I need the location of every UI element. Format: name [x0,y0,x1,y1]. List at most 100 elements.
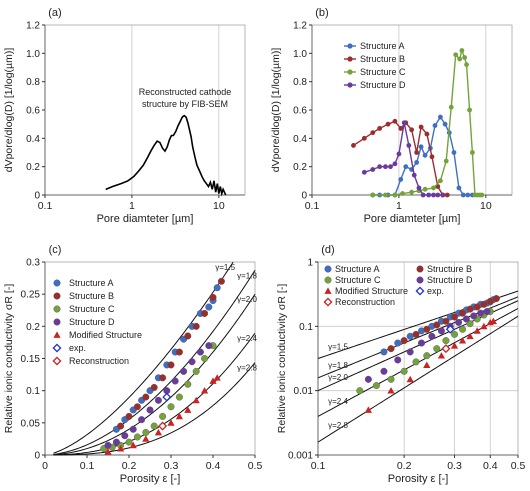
data-point [431,192,436,198]
gamma-curve [53,261,234,454]
data-point [396,151,402,157]
data-point [361,169,367,175]
data-point [457,56,463,62]
y-tick-label: 0.8 [293,77,307,88]
legend-label: Reconstruction [69,356,129,366]
x-axis-label: Pore diamteter [µm] [97,213,194,225]
chart-panel-3: 0.1 0.2 0.3 0.4 0.5 0.001 0.01 0.1 1 (d) Porosity … [276,244,525,485]
data-point [441,344,451,354]
data-point [188,358,196,366]
data-point [455,318,463,326]
legend-marker [52,343,62,353]
data-point [451,330,459,338]
data-point [414,160,420,165]
data-point [459,325,467,333]
panel-label: (d) [321,244,334,256]
data-point [205,303,213,311]
x-tick-label: 0.1 [38,200,53,212]
data-point [117,444,125,452]
gamma-label: γ=2.8 [328,421,348,430]
x-axis-label: Porosity ε [-] [388,473,449,485]
legend-marker [347,43,353,49]
legend-label: Structure C [69,304,115,314]
gamma-label: γ=1.5 [328,343,348,352]
data-point [175,348,183,356]
data-point [387,345,395,353]
data-point [383,192,388,198]
data-point [414,150,420,155]
gamma-curve [53,332,256,456]
legend-label: exp. [69,343,86,353]
y-axis-label: dVpore/dlog(D) [1/log(µm)] [270,48,282,173]
legend-marker [347,82,353,88]
data-point [133,403,141,411]
gamma-curve [53,269,256,455]
data-point [418,144,424,150]
data-point [431,185,436,191]
data-point [351,143,356,148]
series-line [372,48,482,196]
data-point [142,435,150,442]
data-point [429,154,435,160]
data-point [406,375,414,383]
data-point [466,332,474,340]
x-tick-label: 0.2 [397,460,412,472]
data-point [453,52,459,58]
data-point [104,441,112,449]
legend-marker [53,292,61,300]
data-point [154,396,162,404]
data-point [460,192,466,198]
series-line [105,114,227,197]
data-point [443,158,449,164]
data-point [412,358,420,366]
y-tick-label: 1.2 [26,21,40,32]
y-tick-label: 0.1 [26,386,40,397]
data-point [364,375,372,383]
data-point [364,406,372,413]
legend-marker [324,265,332,273]
x-axis-label: Pore diamteter [µm] [364,213,461,225]
data-point [428,332,436,340]
legend-label: Structure B [427,264,472,274]
plot-frame [44,24,246,196]
legend-marker [347,56,353,62]
y-tick-label: 0 [34,451,40,462]
data-point [171,377,179,385]
series-0 [105,114,227,197]
data-point [180,367,188,375]
annotation-text: structure by FIB-SEM [142,99,228,109]
legend-marker [415,286,425,296]
series-line [353,120,448,196]
legend-label: Structure D [427,275,473,285]
data-point [398,177,404,182]
data-point [442,337,450,345]
legend-marker [416,265,424,273]
legend-marker [53,279,61,287]
y-tick-label: 0.15 [21,354,41,365]
legend-marker [324,276,332,284]
series-3 [361,120,446,198]
y-axis-label: Relative ionic conductivity σR [-] [3,284,15,434]
data-point [483,308,491,316]
legend-marker [53,318,61,326]
data-point [400,191,405,196]
legend-marker [416,276,424,284]
data-point [418,124,424,130]
data-point [466,320,474,328]
data-point [184,380,192,388]
data-point [196,348,204,356]
x-tick-label: 1 [396,200,402,212]
gamma-label: γ=1.8 [328,361,348,370]
legend-marker [53,305,61,313]
data-point [432,123,438,128]
data-point [372,382,380,390]
data-point [361,135,367,141]
data-point [437,327,445,335]
data-point [433,345,441,353]
y-tick-label: 0.001 [288,451,313,462]
data-point [409,127,415,133]
data-point [370,130,376,136]
data-point [442,317,450,325]
x-tick-label: 0.1 [305,200,320,212]
data-point [167,403,175,411]
